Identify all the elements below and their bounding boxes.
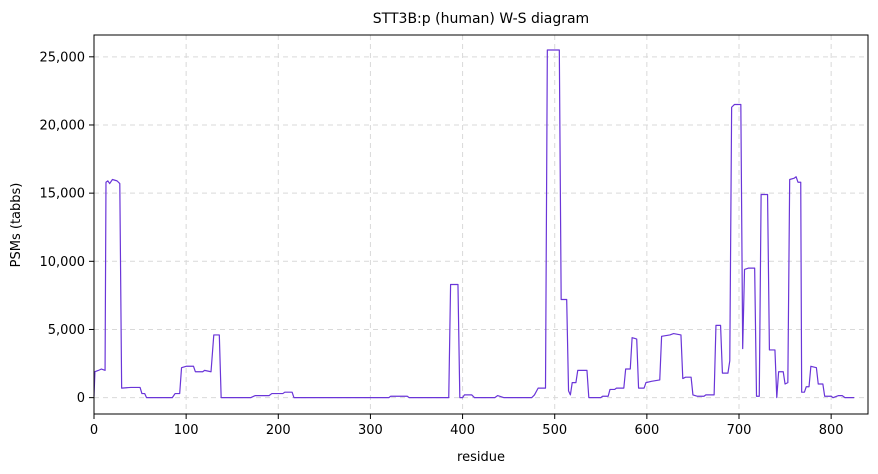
y-tick-label: 25,000 xyxy=(40,50,86,65)
x-tick-label: 200 xyxy=(266,423,291,438)
x-tick-label: 700 xyxy=(727,423,752,438)
y-tick-label: 5,000 xyxy=(48,323,85,338)
x-tick-label: 100 xyxy=(174,423,199,438)
y-tick-label: 20,000 xyxy=(40,118,86,133)
x-tick-label: 400 xyxy=(450,423,475,438)
y-axis-label: PSMs (tabbs) xyxy=(9,183,24,268)
x-axis-label: residue xyxy=(457,450,505,465)
data-line xyxy=(93,49,855,399)
x-tick-label: 500 xyxy=(542,423,567,438)
y-tick-label: 15,000 xyxy=(40,187,86,202)
y-tick-label: 10,000 xyxy=(40,255,86,270)
x-tick-label: 300 xyxy=(358,423,383,438)
chart-title: STT3B:p (human) W-S diagram xyxy=(373,11,589,27)
y-tick-label: 0 xyxy=(77,391,85,406)
x-tick-label: 600 xyxy=(634,423,659,438)
x-tick-label: 0 xyxy=(90,423,98,438)
x-tick-label: 800 xyxy=(819,423,844,438)
plot-frame xyxy=(93,34,869,415)
